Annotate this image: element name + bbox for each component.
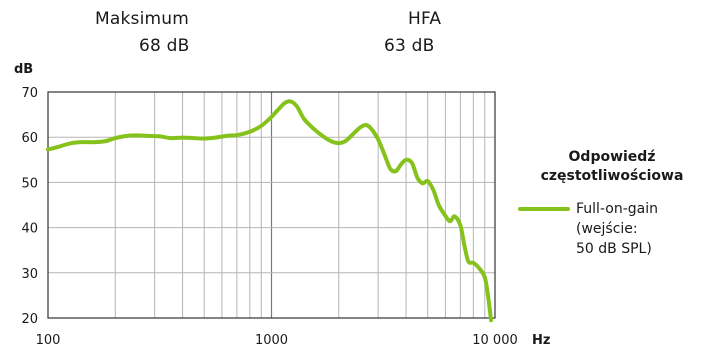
y-tick-label: 70 xyxy=(21,86,38,101)
y-tick-label: 40 xyxy=(21,222,38,237)
y-tick-label: 20 xyxy=(21,312,38,327)
legend-title: Odpowiedź częstotliwościowa xyxy=(532,148,692,186)
y-tick-label: 60 xyxy=(21,131,38,146)
hfa-label: HFA xyxy=(408,9,442,29)
legend-title-line1: Odpowiedź xyxy=(568,149,656,165)
x-tick-label: 10 000 xyxy=(472,333,518,348)
legend-entry-line2: 50 dB SPL) xyxy=(576,241,652,257)
legend-title-line2: częstotliwościowa xyxy=(540,168,684,184)
max-label: Maksimum xyxy=(95,9,190,29)
legend-entry-full-on-gain: Full-on-gain (wejście: 50 dB SPL) xyxy=(518,199,715,259)
series-line-full-on-gain xyxy=(46,99,494,323)
plot-frame xyxy=(47,91,496,319)
x-axis-label: Hz xyxy=(532,333,550,348)
y-tick-label: 50 xyxy=(21,176,38,191)
tick-labels: 20 30 40 50 60 70 100 1000 10 000 xyxy=(21,86,517,348)
legend-swatch xyxy=(518,207,570,211)
hfa-value: 63 dB xyxy=(384,36,435,56)
series-layer xyxy=(46,99,494,323)
grid-layer xyxy=(48,92,495,318)
max-value: 68 dB xyxy=(139,36,190,56)
legend-entry-label: Full-on-gain (wejście: 50 dB SPL) xyxy=(576,199,715,259)
plot-border xyxy=(47,91,496,319)
y-tick-label: 30 xyxy=(21,267,38,282)
x-tick-label: 100 xyxy=(36,333,61,348)
x-tick-label: 1000 xyxy=(255,333,288,348)
legend-entry-line1: Full-on-gain (wejście: xyxy=(576,201,658,237)
y-axis-label: dB xyxy=(14,62,33,77)
